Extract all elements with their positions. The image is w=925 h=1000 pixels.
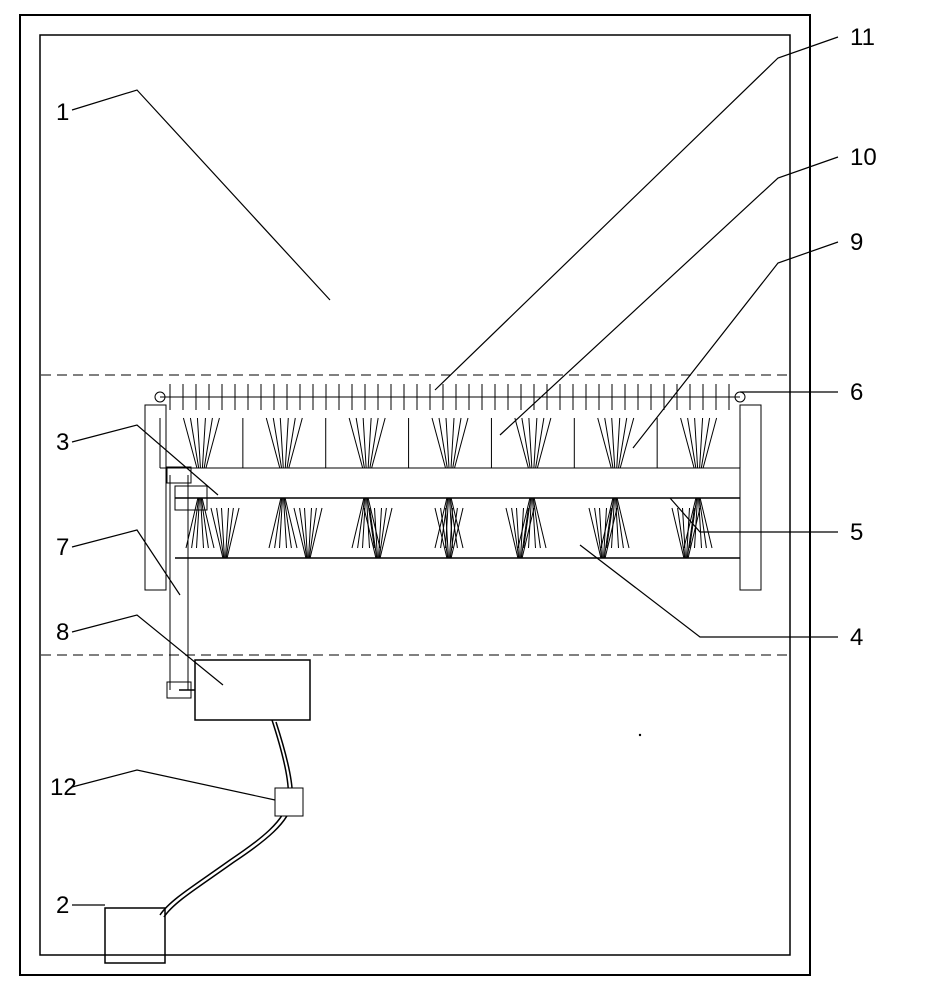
leader-12: [72, 770, 275, 800]
motor: [195, 660, 310, 720]
bristle-upper: [285, 498, 297, 548]
label-3: 3: [56, 429, 69, 456]
leader-4: [580, 545, 838, 637]
leader-11: [435, 37, 838, 390]
label-5: 5: [850, 519, 863, 546]
bristle-lower: [589, 508, 601, 558]
label-2: 2: [56, 892, 69, 919]
label-9: 9: [850, 229, 863, 256]
inner-frame: [40, 35, 790, 955]
bristle-upper: [352, 498, 364, 548]
label-4: 4: [850, 624, 863, 651]
label-10: 10: [850, 144, 877, 171]
diagram-svg: 111109637854122: [0, 0, 925, 1000]
pulley-top: [167, 467, 191, 483]
bristle-upper: [617, 498, 629, 548]
switch-box: [275, 788, 303, 816]
left-support: [145, 405, 166, 590]
bristle-lower: [294, 508, 306, 558]
right-support: [740, 405, 761, 590]
bristle-upper: [534, 498, 546, 548]
bristle-lower: [672, 508, 684, 558]
cable: [160, 720, 288, 915]
leader-10: [500, 157, 838, 435]
outer-frame: [20, 15, 810, 975]
leader-7: [72, 530, 180, 595]
leader-1: [72, 90, 330, 300]
leader-9: [633, 242, 838, 448]
label-12: 12: [50, 774, 77, 801]
leader-8: [72, 615, 223, 685]
label-7: 7: [56, 534, 69, 561]
bristle-upper: [202, 498, 214, 548]
bristle-lower: [310, 508, 322, 558]
label-8: 8: [56, 619, 69, 646]
label-6: 6: [850, 379, 863, 406]
bristle-lower: [211, 508, 223, 558]
label-1: 1: [56, 99, 69, 126]
bristle-upper: [269, 498, 281, 548]
bristle-lower: [506, 508, 518, 558]
cable-2: [164, 722, 292, 917]
bristle-lower: [380, 508, 392, 558]
label-11: 11: [850, 24, 875, 51]
bristle-lower: [227, 508, 239, 558]
bristle-upper: [700, 498, 712, 548]
diagram-root: 111109637854122: [0, 0, 925, 1000]
dot-artifact: [639, 734, 641, 736]
